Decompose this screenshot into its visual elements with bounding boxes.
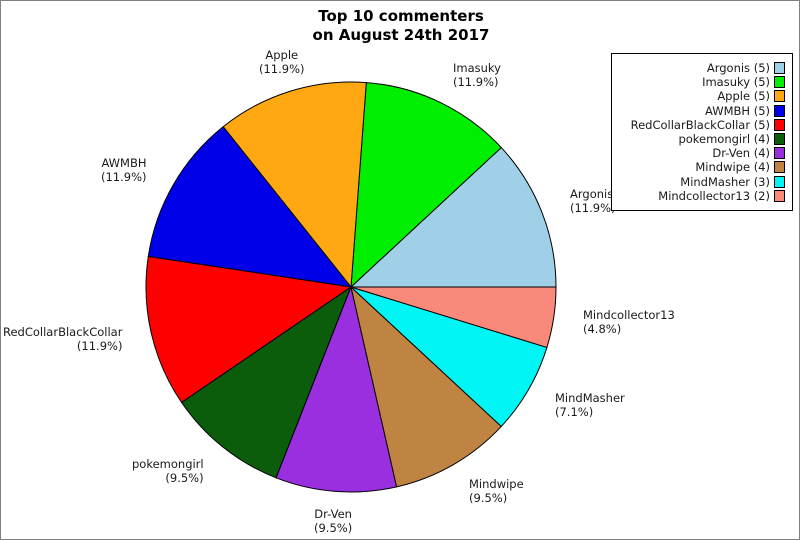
- pie-slice[interactable]: [350, 286, 557, 349]
- pie-slice-label-name: pokemongirl: [132, 457, 204, 471]
- legend-item-label: Mindcollector13 (2): [658, 188, 770, 203]
- legend-item-label: AWMBH (5): [704, 103, 770, 118]
- legend-item-label: MindMasher (3): [680, 174, 770, 189]
- pie-slice-label-percent: (11.9%): [570, 201, 616, 215]
- pie-slice-label: Dr-Ven (9.5%): [314, 507, 352, 535]
- legend-color-swatch: [774, 62, 785, 75]
- pie-slice-label-percent: (11.9%): [101, 170, 147, 184]
- page-title: Top 10 commenters on August 24th 2017: [1, 7, 799, 45]
- legend-item[interactable]: Mindcollector13 (2): [618, 189, 785, 203]
- legend-color-swatch: [774, 175, 785, 188]
- pie-slice[interactable]: [349, 146, 557, 288]
- pie-slice-label: Mindcollector13 (4.8%): [583, 308, 675, 336]
- pie-slice-label-percent: (7.1%): [555, 405, 594, 419]
- title-line-2: on August 24th 2017: [312, 26, 490, 44]
- legend-item[interactable]: pokemongirl (4): [618, 132, 785, 146]
- legend-color-swatch: [774, 161, 785, 174]
- legend-item[interactable]: Argonis (5): [618, 61, 785, 75]
- legend-rows: Argonis (5) Imasuky (5) Apple (5) AWMBH (5)…: [618, 61, 785, 203]
- pie-slice-label: AWMBH (11.9%): [101, 156, 147, 184]
- legend-item-label: Apple (5): [717, 89, 770, 104]
- pie-slice[interactable]: [147, 126, 353, 288]
- pie-slice[interactable]: [350, 82, 502, 289]
- pie-slice[interactable]: [275, 285, 398, 493]
- legend-item[interactable]: MindMasher (3): [618, 175, 785, 189]
- title-line-1: Top 10 commenters: [318, 7, 484, 25]
- pie-wedges[interactable]: [145, 81, 557, 493]
- legend-item-label: Imasuky (5): [702, 75, 770, 90]
- legend-item-label: pokemongirl (4): [678, 132, 770, 147]
- pie-slice-label-percent: (9.5%): [165, 471, 204, 485]
- legend-item[interactable]: RedCollarBlackCollar (5): [618, 118, 785, 132]
- pie-slice-label: Apple (11.9%): [259, 48, 305, 76]
- pie-slice-label-percent: (11.9%): [259, 62, 305, 76]
- legend-item-label: Mindwipe (4): [695, 160, 770, 175]
- pie-slice[interactable]: [145, 255, 353, 404]
- pie-slice-label-percent: (4.8%): [583, 322, 622, 336]
- pie-slice-label-name: MindMasher: [555, 391, 625, 405]
- pie-slice-label: Imasuky (11.9%): [453, 61, 501, 89]
- pie-slice-label: Mindwipe (9.5%): [469, 477, 524, 505]
- legend-color-swatch: [774, 118, 785, 131]
- pie-slice[interactable]: [222, 81, 367, 289]
- pie-slice-label-name: Mindcollector13: [583, 308, 675, 322]
- legend-item-label: Argonis (5): [706, 61, 770, 76]
- legend-color-swatch: [774, 147, 785, 160]
- pie-slice-label-percent: (11.9%): [453, 75, 499, 89]
- pie-slice-label: Argonis (11.9%): [570, 187, 616, 215]
- pie-slice-label-percent: (9.5%): [469, 491, 508, 505]
- legend-item[interactable]: Dr-Ven (4): [618, 146, 785, 160]
- legend-color-swatch: [774, 104, 785, 117]
- pie-slice-label-name: Mindwipe: [469, 477, 524, 491]
- pie-slice-label: pokemongirl (9.5%): [132, 457, 204, 485]
- pie-slice-label-percent: (9.5%): [314, 521, 353, 535]
- pie-slice-label-percent: (11.9%): [76, 339, 123, 353]
- legend-color-swatch: [774, 189, 785, 202]
- legend-item[interactable]: Imasuky (5): [618, 75, 785, 89]
- pie-slice[interactable]: [180, 285, 353, 479]
- legend-item-label: RedCollarBlackCollar (5): [630, 117, 770, 132]
- legend-item[interactable]: Mindwipe (4): [618, 160, 785, 174]
- pie-slice-label-name: Argonis: [570, 187, 614, 201]
- pie-slice[interactable]: [350, 285, 502, 488]
- pie-slice-label-name: Dr-Ven: [314, 507, 352, 521]
- legend-color-swatch: [774, 90, 785, 103]
- legend-color-swatch: [774, 133, 785, 146]
- legend-item[interactable]: AWMBH (5): [618, 104, 785, 118]
- legend-color-swatch: [774, 76, 785, 89]
- legend-box: Argonis (5) Imasuky (5) Apple (5) AWMBH (5)…: [611, 53, 793, 211]
- legend-item-label: Dr-Ven (4): [712, 146, 770, 161]
- pie-slice-label-name: AWMBH: [101, 156, 147, 170]
- pie-slice-label: MindMasher (7.1%): [555, 391, 625, 419]
- legend-item[interactable]: Apple (5): [618, 89, 785, 103]
- pie-slice-label-name: Imasuky: [453, 61, 501, 75]
- pie-slice-label-name: Apple: [265, 48, 299, 62]
- pie-slice-label: RedCollarBlackCollar (11.9%): [3, 325, 122, 353]
- pie-slice-label-name: RedCollarBlackCollar: [3, 325, 123, 339]
